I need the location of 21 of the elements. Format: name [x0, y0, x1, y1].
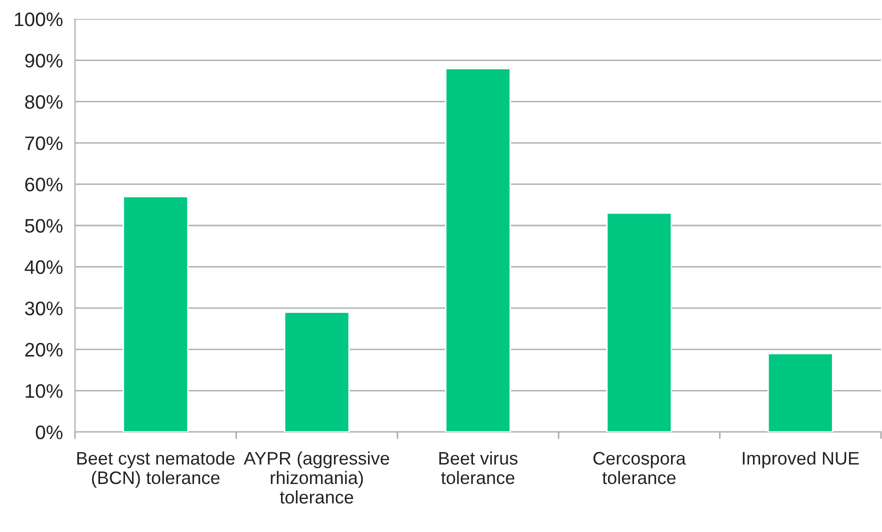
y-tick-label: 70%	[25, 136, 63, 150]
x-tick-label: Beet virus tolerance	[439, 451, 518, 484]
x-tick-label: AYPR (aggressive rhizomania) tolerance	[244, 451, 390, 504]
bar	[767, 352, 834, 432]
x-tick-label: Cercospora tolerance	[593, 452, 686, 484]
y-tick-label: 50%	[25, 218, 63, 233]
bar	[606, 212, 672, 432]
bar	[445, 68, 511, 432]
bar	[122, 196, 189, 432]
y-tick-label: 80%	[25, 95, 63, 109]
y-tick-label: 30%	[25, 302, 63, 316]
y-tick-label: 20%	[25, 342, 63, 357]
y-tick-label: 10%	[26, 384, 63, 398]
y-tick-label: 40%	[24, 260, 63, 274]
y-tick-label: 0%	[36, 425, 63, 440]
x-tick-label: Improved NUE	[742, 451, 859, 468]
y-tick-label: 90%	[25, 54, 63, 68]
bar	[284, 312, 350, 432]
y-tick-label: 60%	[25, 178, 63, 192]
x-tick-label: Beet cyst nematode (BCN) tolerance	[77, 451, 235, 488]
y-tick-label: 100%	[14, 12, 63, 26]
